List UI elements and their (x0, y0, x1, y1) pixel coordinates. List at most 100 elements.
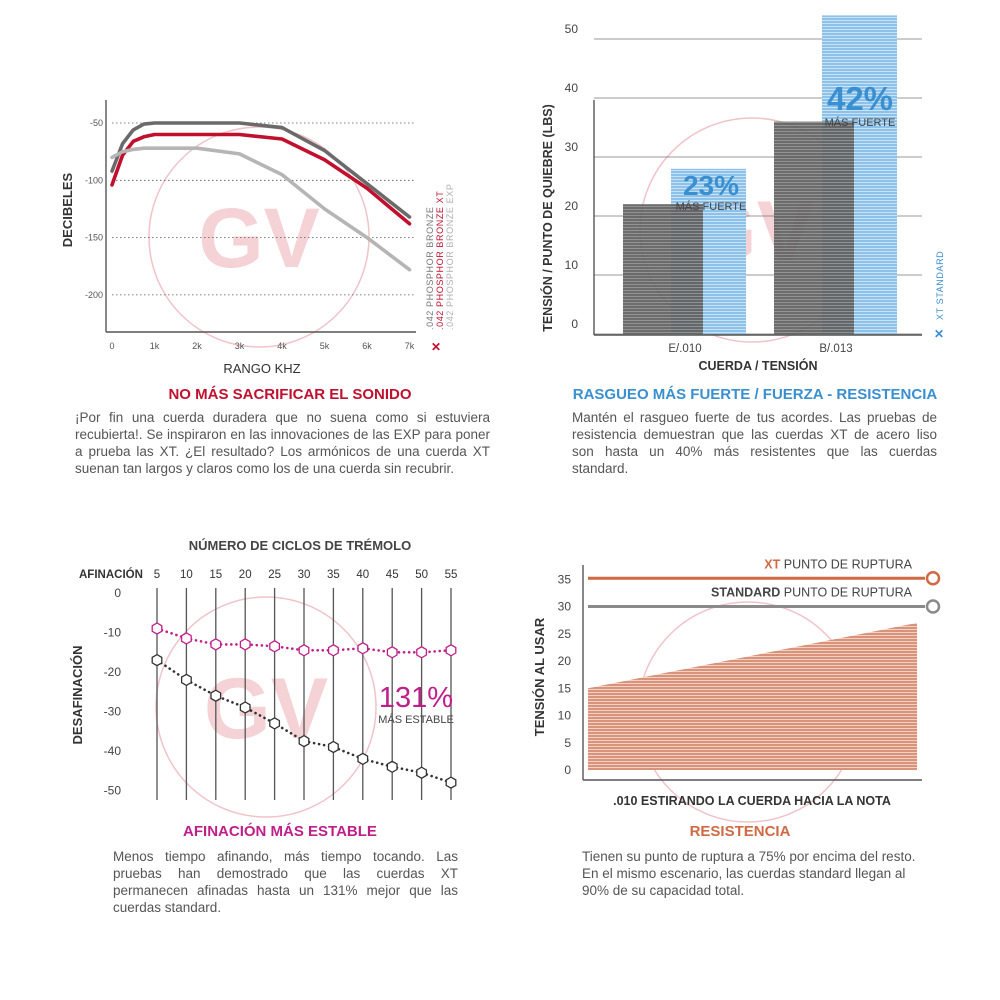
c4-y-tick: 10 (558, 709, 572, 723)
c2-y-tick: 40 (565, 81, 579, 95)
c1-x-tick: 0 (109, 341, 114, 351)
c4-y-tick: 25 (558, 627, 572, 641)
c1-y-tick: -100 (85, 175, 103, 185)
resist-text: Tienen su punto de ruptura a 75% por enc… (582, 849, 916, 898)
c3-series-marker (239, 638, 251, 651)
c1-series-line (110, 132, 412, 226)
tuning-text: Menos tiempo afinando, más tiempo tocand… (113, 849, 458, 915)
c3-x-tick: 40 (356, 569, 369, 581)
c2-annotation-label: MÁS FUERTE (676, 200, 747, 213)
c2-y-tick: 50 (565, 22, 579, 36)
c3-x-tick: 25 (268, 569, 281, 581)
c1-x-tick: 4k (277, 341, 287, 351)
c3-series-marker (327, 644, 339, 657)
c3-series-marker (416, 646, 428, 659)
c3-x-prefix: AFINACIÓN (79, 568, 143, 581)
c1-y-tick: -150 (85, 233, 103, 243)
c2-x-tick: E/.010 (668, 343, 701, 355)
c3-x-tick: 50 (415, 569, 428, 581)
c1-x-tick: 1k (150, 341, 160, 351)
c3-series-marker (357, 752, 369, 766)
c3-x-tick: 30 (298, 569, 311, 581)
c4-reference-end-icon (925, 599, 941, 614)
c2-bar-gray (623, 204, 703, 334)
watermark-3-ring (155, 596, 377, 818)
c4-y-tick: 35 (558, 572, 572, 586)
strum-heading: RASGUEO MÁS FUERTE / FUERZA - RESISTENCI… (572, 386, 938, 403)
c2-annotation-value: 42% (827, 80, 893, 117)
resist-heading: RESISTENCIA (689, 823, 791, 840)
sound-heading: NO MÁS SACRIFICAR EL SONIDO (168, 386, 412, 403)
c3-series-marker (180, 632, 192, 645)
c3-x-tick: 20 (239, 569, 252, 581)
c2-annotation-label: MÁS FUERTE (825, 116, 896, 129)
c3-series-marker (210, 689, 222, 702)
c3-x-tick: 5 (154, 569, 160, 581)
c3-series-marker (386, 646, 398, 659)
c4-y-tick: 30 (558, 600, 572, 614)
c2-y-label: TENSIÓN / PUNTO DE QUIEBRE (LBS) (540, 104, 555, 332)
c3-series-marker (298, 734, 310, 748)
c2-y-tick: 0 (571, 317, 578, 331)
c3-series-marker (445, 776, 457, 789)
c4-reference-label: STANDARD PUNTO DE RUPTURA (711, 586, 913, 600)
c3-y-tick: 0 (114, 586, 121, 600)
c3-y-label: DESAFINACIÓN (70, 646, 85, 745)
c3-annotation-label: MÁS ESTABLE (378, 713, 454, 726)
c3-y-tick: -50 (104, 784, 122, 798)
c1-x-tick: 2k (192, 341, 202, 351)
c1-y-tick: -200 (85, 290, 103, 300)
c3-x-tick: 15 (209, 569, 222, 581)
c3-x-tick: 55 (445, 569, 458, 581)
c4-reference-prefix: XT (764, 557, 783, 571)
c3-y-tick: -20 (104, 665, 122, 679)
c4-reference-text: PUNTO DE RUPTURA (784, 586, 913, 600)
c4-reference-text: PUNTO DE RUPTURA (784, 557, 913, 571)
c2-y-tick: 10 (565, 258, 579, 272)
c1-x-tick: 7k (405, 341, 415, 351)
c2-x-tick: B/.013 (819, 343, 852, 355)
c3-annotation-value: 131% (379, 682, 453, 714)
c4-reference-end-icon (925, 571, 941, 586)
c1-legend-label: .042 PHOSPHOR BRONZE EXP (445, 184, 455, 330)
c3-x-tick: 35 (327, 569, 340, 581)
c1-series-line (110, 121, 412, 219)
c3-series-marker (180, 673, 192, 687)
c3-series-marker (357, 642, 369, 655)
c1-x-label: RANGO KHZ (223, 361, 300, 376)
c1-x-tick: 5k (320, 341, 330, 351)
c1-y-tick: -50 (90, 118, 103, 128)
tuning-heading: AFINACIÓN MÁS ESTABLE (183, 823, 377, 840)
c1-legend-label: .042 PHOSPHOR BRONZE (425, 206, 435, 330)
c4-x-label: .010 ESTIRANDO LA CUERDA HACIA LA NOTA (613, 794, 891, 808)
watermark-1-text: GV (198, 191, 319, 285)
c3-x-tick: 45 (386, 569, 399, 581)
c4-y-tick: 20 (558, 654, 572, 668)
c3-series-marker (210, 638, 222, 651)
c3-title: NÚMERO DE CICLOS DE TRÉMOLO (189, 538, 411, 553)
c3-series-marker (269, 717, 281, 730)
c4-reference-prefix: STANDARD (711, 586, 784, 600)
c3-y-tick: -40 (104, 744, 122, 758)
c2-bar-gray (774, 121, 854, 334)
c1-x-tick: 6k (362, 341, 372, 351)
c4-y-tick: 5 (564, 736, 571, 750)
c3-series-marker (269, 640, 281, 653)
sound-text: ¡Por fin una cuerda duradera que no suen… (75, 410, 490, 476)
c3-x-tick: 10 (180, 569, 193, 581)
c1-legend-label: .042 PHOSPHOR BRONZE XT (435, 191, 445, 330)
c3-series-marker (239, 701, 251, 714)
c2-x-label: CUERDA / TENSIÓN (699, 358, 818, 373)
c2-legend-x-icon: ✕ (934, 327, 944, 341)
c3-series-marker (386, 760, 398, 774)
c1-y-label: DECIBELES (60, 172, 75, 247)
c1-series-line (110, 146, 412, 272)
c2-y-tick: 30 (565, 140, 579, 154)
c4-y-tick: 15 (558, 681, 572, 695)
c3-series-marker (151, 653, 163, 667)
c3-series-marker (416, 766, 428, 779)
c1-x-tick: 3k (235, 341, 245, 351)
c1-legend-x-icon: ✕ (431, 340, 441, 354)
c3-series-marker (151, 622, 163, 635)
